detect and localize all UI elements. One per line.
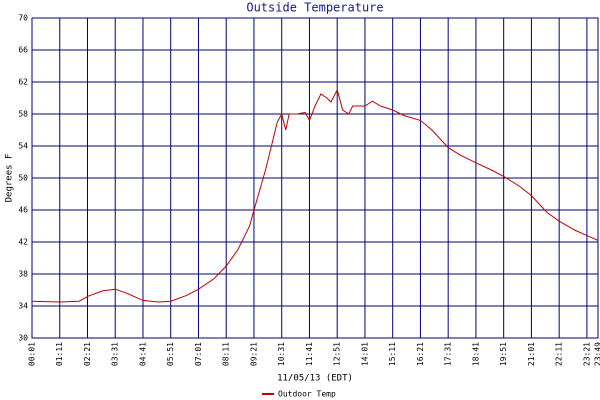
y-tick-label: 70 — [18, 14, 28, 23]
x-tick-label: 15:11 — [388, 342, 397, 366]
x-tick-label: 19:51 — [499, 342, 508, 366]
x-tick-label: 23:49 — [594, 342, 600, 366]
x-tick-label: 02:21 — [83, 342, 92, 366]
y-tick-label: 34 — [18, 302, 28, 311]
y-tick-label: 58 — [18, 110, 28, 119]
x-tick-label: 03:31 — [111, 342, 120, 366]
x-tick-label: 21:01 — [527, 342, 536, 366]
data-line — [31, 88, 599, 303]
x-tick-label: 05:51 — [166, 342, 175, 366]
x-tick-label: 11:41 — [305, 342, 314, 366]
x-tick-label: 07:01 — [194, 342, 203, 366]
x-tick-label: 17:31 — [444, 342, 453, 366]
x-tick-label: 16:21 — [416, 342, 425, 366]
x-tick-label: 18:41 — [471, 342, 480, 366]
y-tick-label: 66 — [18, 46, 28, 55]
x-tick-label: 09:21 — [249, 342, 258, 366]
x-tick-label: 01:11 — [55, 342, 64, 366]
x-tick-label: 10:31 — [277, 342, 286, 366]
y-tick-label: 62 — [18, 78, 28, 87]
y-tick-label: 30 — [18, 334, 28, 343]
x-tick-label: 08:11 — [222, 342, 231, 366]
y-tick-label: 54 — [18, 142, 28, 151]
x-tick-label: 12:51 — [333, 342, 342, 366]
x-tick-label: 22:11 — [555, 342, 564, 366]
y-tick-label: 42 — [18, 238, 28, 247]
x-tick-label: 04:41 — [138, 342, 147, 366]
y-tick-label: 50 — [18, 174, 28, 183]
x-tick-label: 00:01 — [28, 342, 37, 366]
x-tick-label: 14:01 — [360, 342, 369, 366]
chart-title: Outside Temperature — [246, 1, 383, 15]
legend-label: Outdoor Temp — [278, 390, 336, 399]
x-tick-label: 23:21 — [582, 342, 591, 366]
x-axis-label: 11/05/13 (EDT) — [277, 374, 353, 384]
y-axis-label: Degrees F — [5, 154, 15, 203]
y-tick-label: 46 — [18, 206, 28, 215]
y-tick-label: 38 — [18, 270, 28, 279]
